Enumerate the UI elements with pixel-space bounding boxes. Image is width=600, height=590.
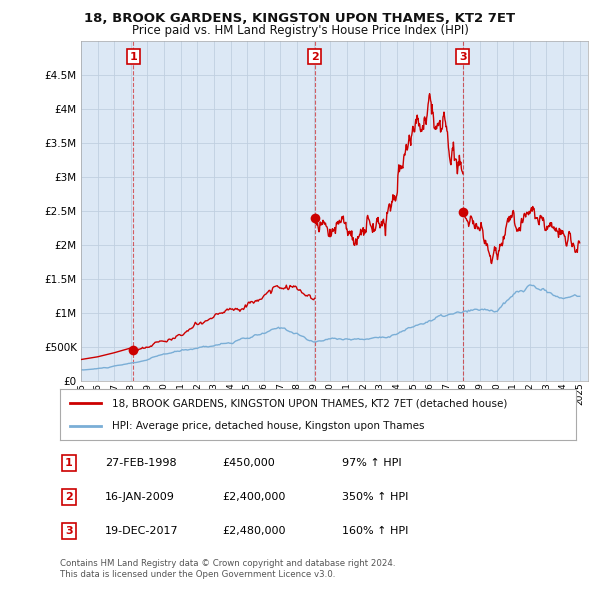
Text: 19-DEC-2017: 19-DEC-2017 <box>105 526 179 536</box>
Text: 97% ↑ HPI: 97% ↑ HPI <box>342 458 401 468</box>
Text: £2,480,000: £2,480,000 <box>222 526 286 536</box>
Text: 2: 2 <box>311 51 319 61</box>
Text: 1: 1 <box>65 458 73 468</box>
Text: 160% ↑ HPI: 160% ↑ HPI <box>342 526 409 536</box>
Text: Contains HM Land Registry data © Crown copyright and database right 2024.: Contains HM Land Registry data © Crown c… <box>60 559 395 568</box>
Text: Price paid vs. HM Land Registry's House Price Index (HPI): Price paid vs. HM Land Registry's House … <box>131 24 469 37</box>
Text: 27-FEB-1998: 27-FEB-1998 <box>105 458 176 468</box>
Text: This data is licensed under the Open Government Licence v3.0.: This data is licensed under the Open Gov… <box>60 571 335 579</box>
Text: 16-JAN-2009: 16-JAN-2009 <box>105 492 175 502</box>
Text: HPI: Average price, detached house, Kingston upon Thames: HPI: Average price, detached house, King… <box>112 421 424 431</box>
Text: 3: 3 <box>459 51 467 61</box>
Text: 2: 2 <box>65 492 73 502</box>
Text: 3: 3 <box>65 526 73 536</box>
Text: 18, BROOK GARDENS, KINGSTON UPON THAMES, KT2 7ET (detached house): 18, BROOK GARDENS, KINGSTON UPON THAMES,… <box>112 398 507 408</box>
Text: £450,000: £450,000 <box>222 458 275 468</box>
Text: £2,400,000: £2,400,000 <box>222 492 286 502</box>
Text: 1: 1 <box>130 51 137 61</box>
Text: 18, BROOK GARDENS, KINGSTON UPON THAMES, KT2 7ET: 18, BROOK GARDENS, KINGSTON UPON THAMES,… <box>85 12 515 25</box>
Text: 350% ↑ HPI: 350% ↑ HPI <box>342 492 409 502</box>
